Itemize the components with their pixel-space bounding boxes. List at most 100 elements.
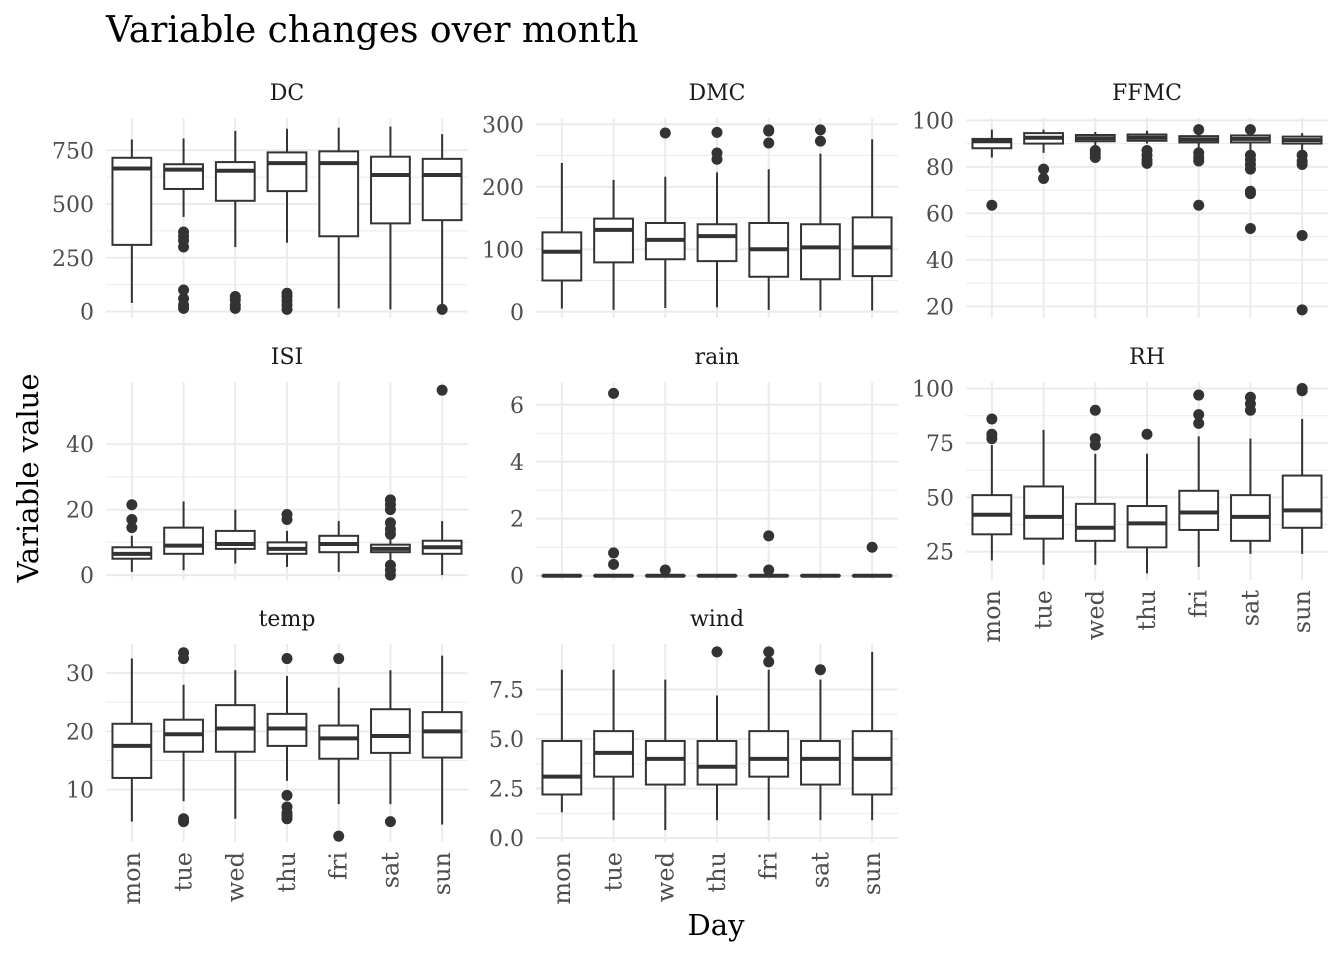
box-iqr xyxy=(214,161,256,202)
box-sat xyxy=(370,494,411,581)
x-tick-label: sun xyxy=(858,852,886,895)
box-iqr xyxy=(370,155,411,225)
outlier-point xyxy=(1193,147,1205,159)
outlier-point xyxy=(126,513,138,525)
y-tick-label: 6 xyxy=(510,394,524,419)
outlier-point xyxy=(1193,199,1205,211)
y-tick-label: 60 xyxy=(926,202,954,227)
box-iqr xyxy=(541,740,583,796)
x-tick-label: sat xyxy=(376,852,404,889)
box-sat xyxy=(800,124,841,311)
box-fri xyxy=(318,521,360,572)
box-sat xyxy=(800,664,841,821)
outlier-point xyxy=(1193,389,1205,401)
outlier-point xyxy=(608,547,620,559)
box-sun xyxy=(421,384,463,576)
facet-panel-temp: 10 20 30 temp mon tue wed thu fri sat sun xyxy=(66,607,468,905)
outlier-point xyxy=(659,564,671,576)
outlier-point xyxy=(1244,391,1256,403)
y-tick-label: 100 xyxy=(912,109,954,134)
x-tick-label: wed xyxy=(651,852,679,902)
box-iqr xyxy=(163,526,204,555)
box-iqr xyxy=(1126,505,1168,549)
outlier-point xyxy=(763,656,775,668)
outlier-point xyxy=(384,559,396,571)
x-tick-label: sat xyxy=(1236,590,1264,627)
x-tick-label: mon xyxy=(118,852,146,905)
y-tick-label: 2.5 xyxy=(489,778,524,803)
outlier-point xyxy=(1244,149,1256,161)
box-sat xyxy=(1230,124,1271,234)
box-wed xyxy=(214,130,256,314)
outlier-point xyxy=(281,789,293,801)
box-iqr xyxy=(851,730,893,796)
outlier-point xyxy=(986,199,998,211)
box-mon xyxy=(541,669,583,813)
y-tick-label: 200 xyxy=(482,176,524,201)
facet-strip-label: RH xyxy=(1129,345,1165,370)
y-tick-label: 5.0 xyxy=(489,728,524,753)
y-tick-label: 100 xyxy=(912,378,954,403)
box-sun xyxy=(1281,383,1323,554)
y-tick-label: 75 xyxy=(926,432,954,457)
outlier-point xyxy=(1038,163,1050,175)
facet-strip-label: FFMC xyxy=(1112,81,1182,106)
box-mon xyxy=(111,139,153,303)
chart-title: Variable changes over month xyxy=(105,10,639,51)
box-thu xyxy=(266,653,308,825)
box-tue xyxy=(1023,429,1064,565)
y-tick-label: 40 xyxy=(66,433,94,458)
box-sun xyxy=(421,134,463,315)
x-tick-label: tue xyxy=(170,852,198,891)
x-tick-label: thu xyxy=(273,852,301,893)
outlier-point xyxy=(333,653,345,665)
box-iqr xyxy=(1281,474,1323,529)
box-thu xyxy=(266,509,308,567)
facet-panel-rain: 0 2 4 6 rain xyxy=(510,345,898,590)
box-thu xyxy=(696,646,738,821)
box-iqr xyxy=(421,711,463,759)
y-tick-label: 20 xyxy=(926,295,954,320)
box-thu xyxy=(696,126,738,308)
box-sat xyxy=(370,670,411,828)
y-tick-label: 0.0 xyxy=(489,827,524,852)
facet-panel-dc: 0 250 500 750 DC xyxy=(52,81,468,326)
box-iqr xyxy=(1178,489,1220,531)
outlier-point xyxy=(1296,149,1308,161)
outlier-point xyxy=(986,428,998,440)
box-iqr xyxy=(318,724,360,760)
box-iqr xyxy=(696,740,738,786)
y-tick-label: 0 xyxy=(510,565,524,590)
box-iqr xyxy=(541,231,583,282)
box-iqr xyxy=(1023,485,1064,540)
outlier-point xyxy=(1141,428,1153,440)
box-tue xyxy=(593,179,634,310)
box-thu xyxy=(1126,428,1168,574)
box-sun xyxy=(421,655,463,825)
y-tick-label: 100 xyxy=(482,238,524,263)
outlier-point xyxy=(384,517,396,529)
box-iqr xyxy=(800,740,841,786)
box-thu xyxy=(266,128,308,315)
box-sat xyxy=(370,126,411,310)
outlier-point xyxy=(1244,222,1256,234)
y-tick-label: 500 xyxy=(52,193,94,218)
y-tick-label: 750 xyxy=(52,139,94,164)
facet-strip-label: temp xyxy=(259,607,316,632)
x-tick-label: fri xyxy=(1185,590,1213,618)
x-tick-label: thu xyxy=(703,852,731,893)
box-tue xyxy=(593,387,634,578)
outlier-point xyxy=(126,522,138,534)
outlier-point xyxy=(333,830,345,842)
x-tick-label: fri xyxy=(325,852,353,880)
x-tick-label: sat xyxy=(806,852,834,889)
box-iqr xyxy=(644,740,686,786)
y-tick-label: 30 xyxy=(66,662,94,687)
facet-panel-wind: 0.0 2.5 5.0 7.5 wind mon tue wed thu fri sat sun xyxy=(489,607,898,905)
outlier-point xyxy=(1089,433,1101,445)
box-iqr xyxy=(111,722,153,779)
box-thu xyxy=(1126,130,1168,169)
box-mon xyxy=(111,499,153,572)
y-tick-label: 40 xyxy=(926,249,954,274)
